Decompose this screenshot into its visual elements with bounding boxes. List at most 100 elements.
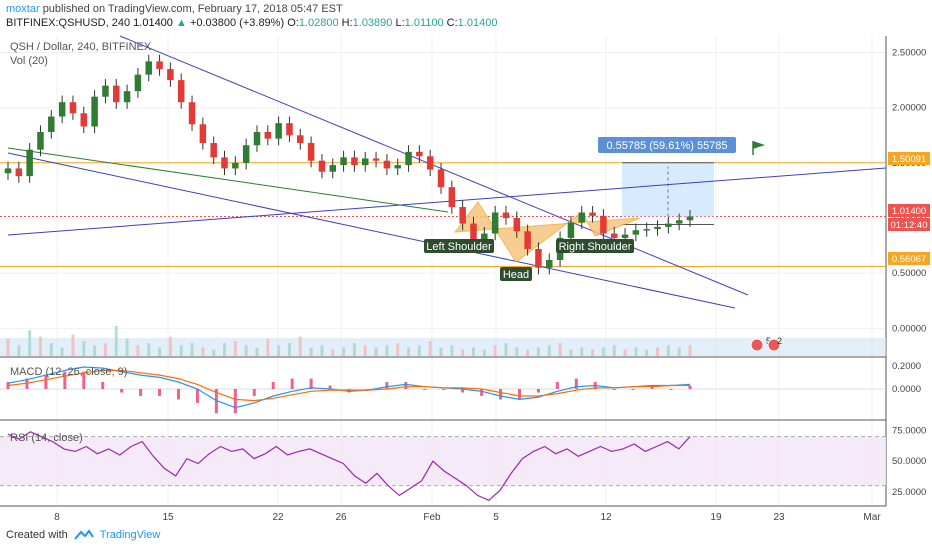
candle-body — [502, 212, 510, 219]
candle-body — [26, 149, 33, 177]
candle-body — [481, 233, 488, 243]
candle-body — [242, 145, 250, 163]
macd-histogram-bar — [366, 389, 370, 390]
candle-body — [15, 168, 23, 177]
rsi-line — [7, 431, 691, 502]
drawings-layer — [0, 35, 887, 309]
volume-bar — [439, 347, 443, 356]
candle-body — [297, 135, 304, 144]
volume-bar — [688, 345, 692, 356]
flag-icon[interactable] — [752, 141, 765, 155]
rsi-pane — [0, 431, 886, 502]
volume-bar — [179, 345, 183, 356]
volume-bar — [493, 345, 497, 356]
volume-bar — [71, 334, 75, 356]
volume-bar — [342, 347, 346, 356]
macd-histogram-bar — [309, 378, 313, 389]
macd-histogram-bar — [177, 389, 180, 400]
falling-trendline-upper — [119, 35, 749, 296]
volume-bar — [450, 345, 454, 356]
volume-bar — [244, 345, 248, 356]
candle-body — [686, 216, 694, 221]
tradingview-link[interactable]: TradingView — [99, 529, 161, 541]
macd-histogram-bar — [499, 389, 503, 400]
volume-bar — [298, 336, 302, 356]
macd-y-tick: 0.0000 — [892, 384, 921, 395]
head-label[interactable]: Head — [500, 267, 532, 281]
candle-body — [610, 233, 618, 238]
volume-bar — [623, 349, 627, 356]
svg-text:01:12:40: 01:12:40 — [891, 220, 928, 231]
author-link[interactable]: moxtar — [6, 3, 40, 15]
volume-ma-area — [0, 338, 886, 356]
volume-bar — [125, 338, 129, 356]
volume-bar — [656, 347, 660, 356]
candle-body — [643, 229, 650, 231]
candle-body — [307, 143, 315, 161]
rsi-y-tick: 50.0000 — [892, 456, 926, 467]
volume-bar — [407, 347, 411, 356]
candle-body — [437, 169, 445, 188]
candle-body — [361, 158, 369, 166]
volume-bar — [612, 345, 616, 356]
created-with: Created with — [6, 529, 68, 541]
candle-body — [134, 74, 142, 92]
lower-level-badge: 0.56067 — [888, 252, 930, 265]
macd-histogram-bar — [385, 382, 389, 389]
high-value: 1.03890 — [352, 17, 393, 29]
macd-histogram-bar — [461, 389, 465, 393]
volume-bar — [558, 343, 562, 356]
candle-body — [665, 223, 672, 227]
candle-body — [621, 234, 629, 238]
candle-body — [210, 143, 217, 158]
macd-histogram-bar — [101, 382, 105, 389]
open-label: O: — [287, 17, 299, 29]
candle-body — [416, 151, 423, 157]
candle-body — [351, 157, 358, 166]
volume-bar — [168, 336, 172, 356]
volume-bar — [591, 349, 595, 356]
y-tick-label: 0.50000 — [892, 268, 926, 279]
volume-bar — [417, 345, 421, 356]
macd-histogram-bar — [82, 371, 86, 389]
open-value: 1.02800 — [298, 17, 339, 29]
volume-bar — [428, 341, 432, 356]
right-shoulder-label[interactable]: Right Shoulder — [556, 239, 634, 253]
candle-body — [286, 123, 293, 136]
candle-body — [167, 69, 174, 81]
publish-info: moxtar published on TradingView.com, Feb… — [6, 3, 343, 15]
x-tick-label: 23 — [773, 512, 785, 523]
candle-body — [632, 230, 640, 235]
change-arrow-icon: ▲ — [175, 17, 187, 29]
volume-bar — [49, 343, 53, 356]
macd-histogram-bar — [480, 389, 484, 396]
falling-trendline-lower — [7, 152, 736, 309]
countdown-badge: 01:12:40 — [888, 218, 930, 231]
left-shoulder-label[interactable]: Left Shoulder — [424, 239, 494, 253]
candle-body — [69, 102, 77, 114]
volume-bar — [385, 345, 389, 356]
volume-bar — [547, 345, 551, 356]
events-icon[interactable]: 5 2 — [750, 336, 782, 352]
low-value: 1.01100 — [404, 17, 444, 29]
candle-body — [372, 158, 380, 161]
volume-bar — [103, 343, 107, 356]
y-tick-label: 2.50000 — [892, 48, 926, 59]
candle-body — [383, 160, 391, 169]
macd-histogram-bar — [612, 389, 616, 390]
candle-body — [275, 123, 282, 139]
macd-histogram-bar — [44, 375, 48, 389]
candle-body — [318, 160, 326, 172]
volume-bar — [461, 349, 465, 356]
candle-body — [470, 223, 477, 243]
projection-tooltip[interactable]: 0.55785 (59.61%) 55785 — [598, 137, 736, 153]
volume-bar — [396, 343, 400, 356]
candle-body — [232, 162, 239, 169]
macd-histogram-bar — [252, 389, 256, 396]
macd-histogram-bar — [631, 389, 635, 390]
candle-body — [654, 226, 661, 230]
macd-histogram-bar — [120, 389, 124, 393]
volume-bar — [158, 347, 162, 356]
macd-histogram-bar — [271, 382, 275, 389]
